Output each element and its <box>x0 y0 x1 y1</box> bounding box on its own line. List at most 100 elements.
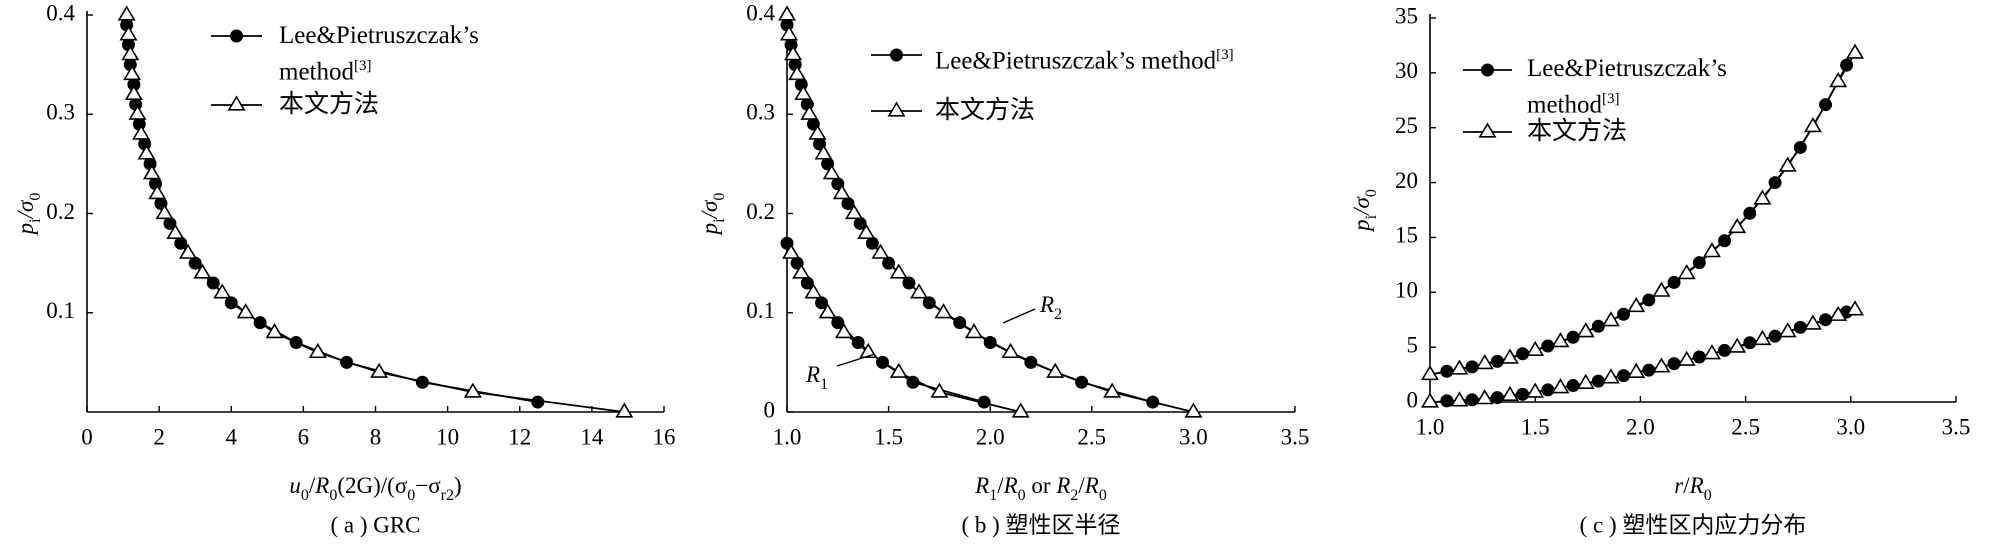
data-point <box>832 184 851 200</box>
data-point <box>1819 313 1833 327</box>
legend-marker <box>227 95 246 111</box>
data-point <box>1768 329 1782 343</box>
data-point <box>857 223 876 239</box>
series-line <box>786 24 1154 403</box>
data-point <box>178 243 197 259</box>
data-point <box>1046 362 1065 378</box>
label-part: −σ <box>415 473 441 498</box>
data-point <box>1840 58 1854 72</box>
y-tick-label: 0.3 <box>746 100 775 125</box>
data-point <box>814 144 833 160</box>
data-point <box>1617 369 1631 383</box>
x-axis-label: r/R0 <box>1674 473 1711 504</box>
data-point <box>1566 379 1580 393</box>
y-tick-label: 0 <box>764 397 776 422</box>
data-point <box>253 316 267 330</box>
legend-reference: [3] <box>1602 91 1620 107</box>
data-point <box>1601 311 1620 327</box>
data-point <box>815 296 829 310</box>
data-point <box>808 124 827 140</box>
data-point <box>1465 393 1479 407</box>
label-part: /σ <box>697 199 722 220</box>
data-point <box>1803 117 1822 133</box>
data-point <box>1667 275 1681 289</box>
data-point <box>1753 189 1772 205</box>
data-point <box>155 203 174 220</box>
data-point <box>922 296 936 310</box>
legend-marker <box>890 48 903 62</box>
y-tick-label: 20 <box>1395 168 1418 193</box>
x-axis-label: u0/R0(2G)/(σ0−σr2) <box>289 473 461 504</box>
x-tick-label: 1.0 <box>773 424 802 449</box>
data-point <box>834 323 853 339</box>
label-part: / <box>1078 473 1085 498</box>
label-part: /σ <box>13 199 38 220</box>
data-point <box>415 375 429 389</box>
data-point <box>1541 339 1555 353</box>
data-point <box>800 104 819 120</box>
x-tick-label: 3.5 <box>1942 414 1971 439</box>
label-part: (2G)/(σ <box>337 473 407 498</box>
data-point <box>1627 296 1646 313</box>
data-point <box>1490 354 1504 368</box>
label-part: r2 <box>441 487 454 504</box>
data-point <box>1475 354 1494 370</box>
data-point <box>119 25 138 41</box>
y-tick-label: 15 <box>1395 223 1418 248</box>
data-point <box>889 263 908 279</box>
data-point <box>1627 362 1646 378</box>
data-point <box>1652 281 1671 297</box>
x-tick-label: 14 <box>580 424 604 449</box>
data-point <box>1011 402 1030 418</box>
data-point <box>1677 350 1696 366</box>
data-point <box>910 283 929 299</box>
data-point <box>1490 391 1504 405</box>
data-point <box>1420 365 1440 381</box>
annotation: R2 <box>1039 292 1062 323</box>
data-point <box>1551 332 1570 348</box>
label-part: R <box>805 362 820 387</box>
data-point <box>1793 140 1807 154</box>
y-tick-label: 5 <box>1407 332 1419 357</box>
data-point <box>1475 389 1494 405</box>
data-point <box>531 395 545 409</box>
data-point <box>166 223 185 239</box>
x-tick-label: 2.0 <box>976 424 1005 449</box>
data-point <box>804 283 823 299</box>
label-part: / <box>1683 473 1690 498</box>
data-point <box>1103 382 1122 398</box>
data-point <box>1541 383 1555 397</box>
data-point <box>188 256 202 270</box>
data-point <box>1440 394 1454 408</box>
data-point <box>615 402 634 418</box>
legend-label: Lee&Pietruszczak’s method <box>279 22 479 86</box>
label-part: i <box>1363 214 1380 219</box>
annotation: R1 <box>805 362 828 393</box>
caption: ( c ) 塑性区内应力分布 <box>1580 512 1807 537</box>
data-point <box>964 323 983 339</box>
data-point <box>1743 206 1757 220</box>
data-point <box>794 84 813 100</box>
y-tick-label: 30 <box>1395 58 1418 83</box>
data-point <box>1184 402 1203 418</box>
data-point <box>1001 342 1020 359</box>
data-point <box>1692 256 1706 270</box>
caption: ( b ) 塑性区半径 <box>961 512 1120 537</box>
label-part: ) <box>454 473 462 498</box>
label-part: R <box>314 473 329 498</box>
y-tick-label: 0.4 <box>46 0 75 25</box>
data-point <box>1793 320 1807 334</box>
legend-entry: 本文方法 <box>935 96 1335 126</box>
label-part: 0 <box>1704 487 1712 504</box>
data-point <box>174 236 188 250</box>
data-point <box>1450 359 1469 375</box>
x-tick-label: 2 <box>153 424 165 449</box>
label-part: i <box>711 218 728 223</box>
label-part: R <box>1003 473 1018 498</box>
data-point <box>127 77 141 91</box>
label-part: p <box>1349 219 1374 233</box>
y-axis-label: pi/σ0 <box>13 193 44 237</box>
y-tick-label: 0.2 <box>746 199 775 224</box>
data-point <box>463 382 482 398</box>
